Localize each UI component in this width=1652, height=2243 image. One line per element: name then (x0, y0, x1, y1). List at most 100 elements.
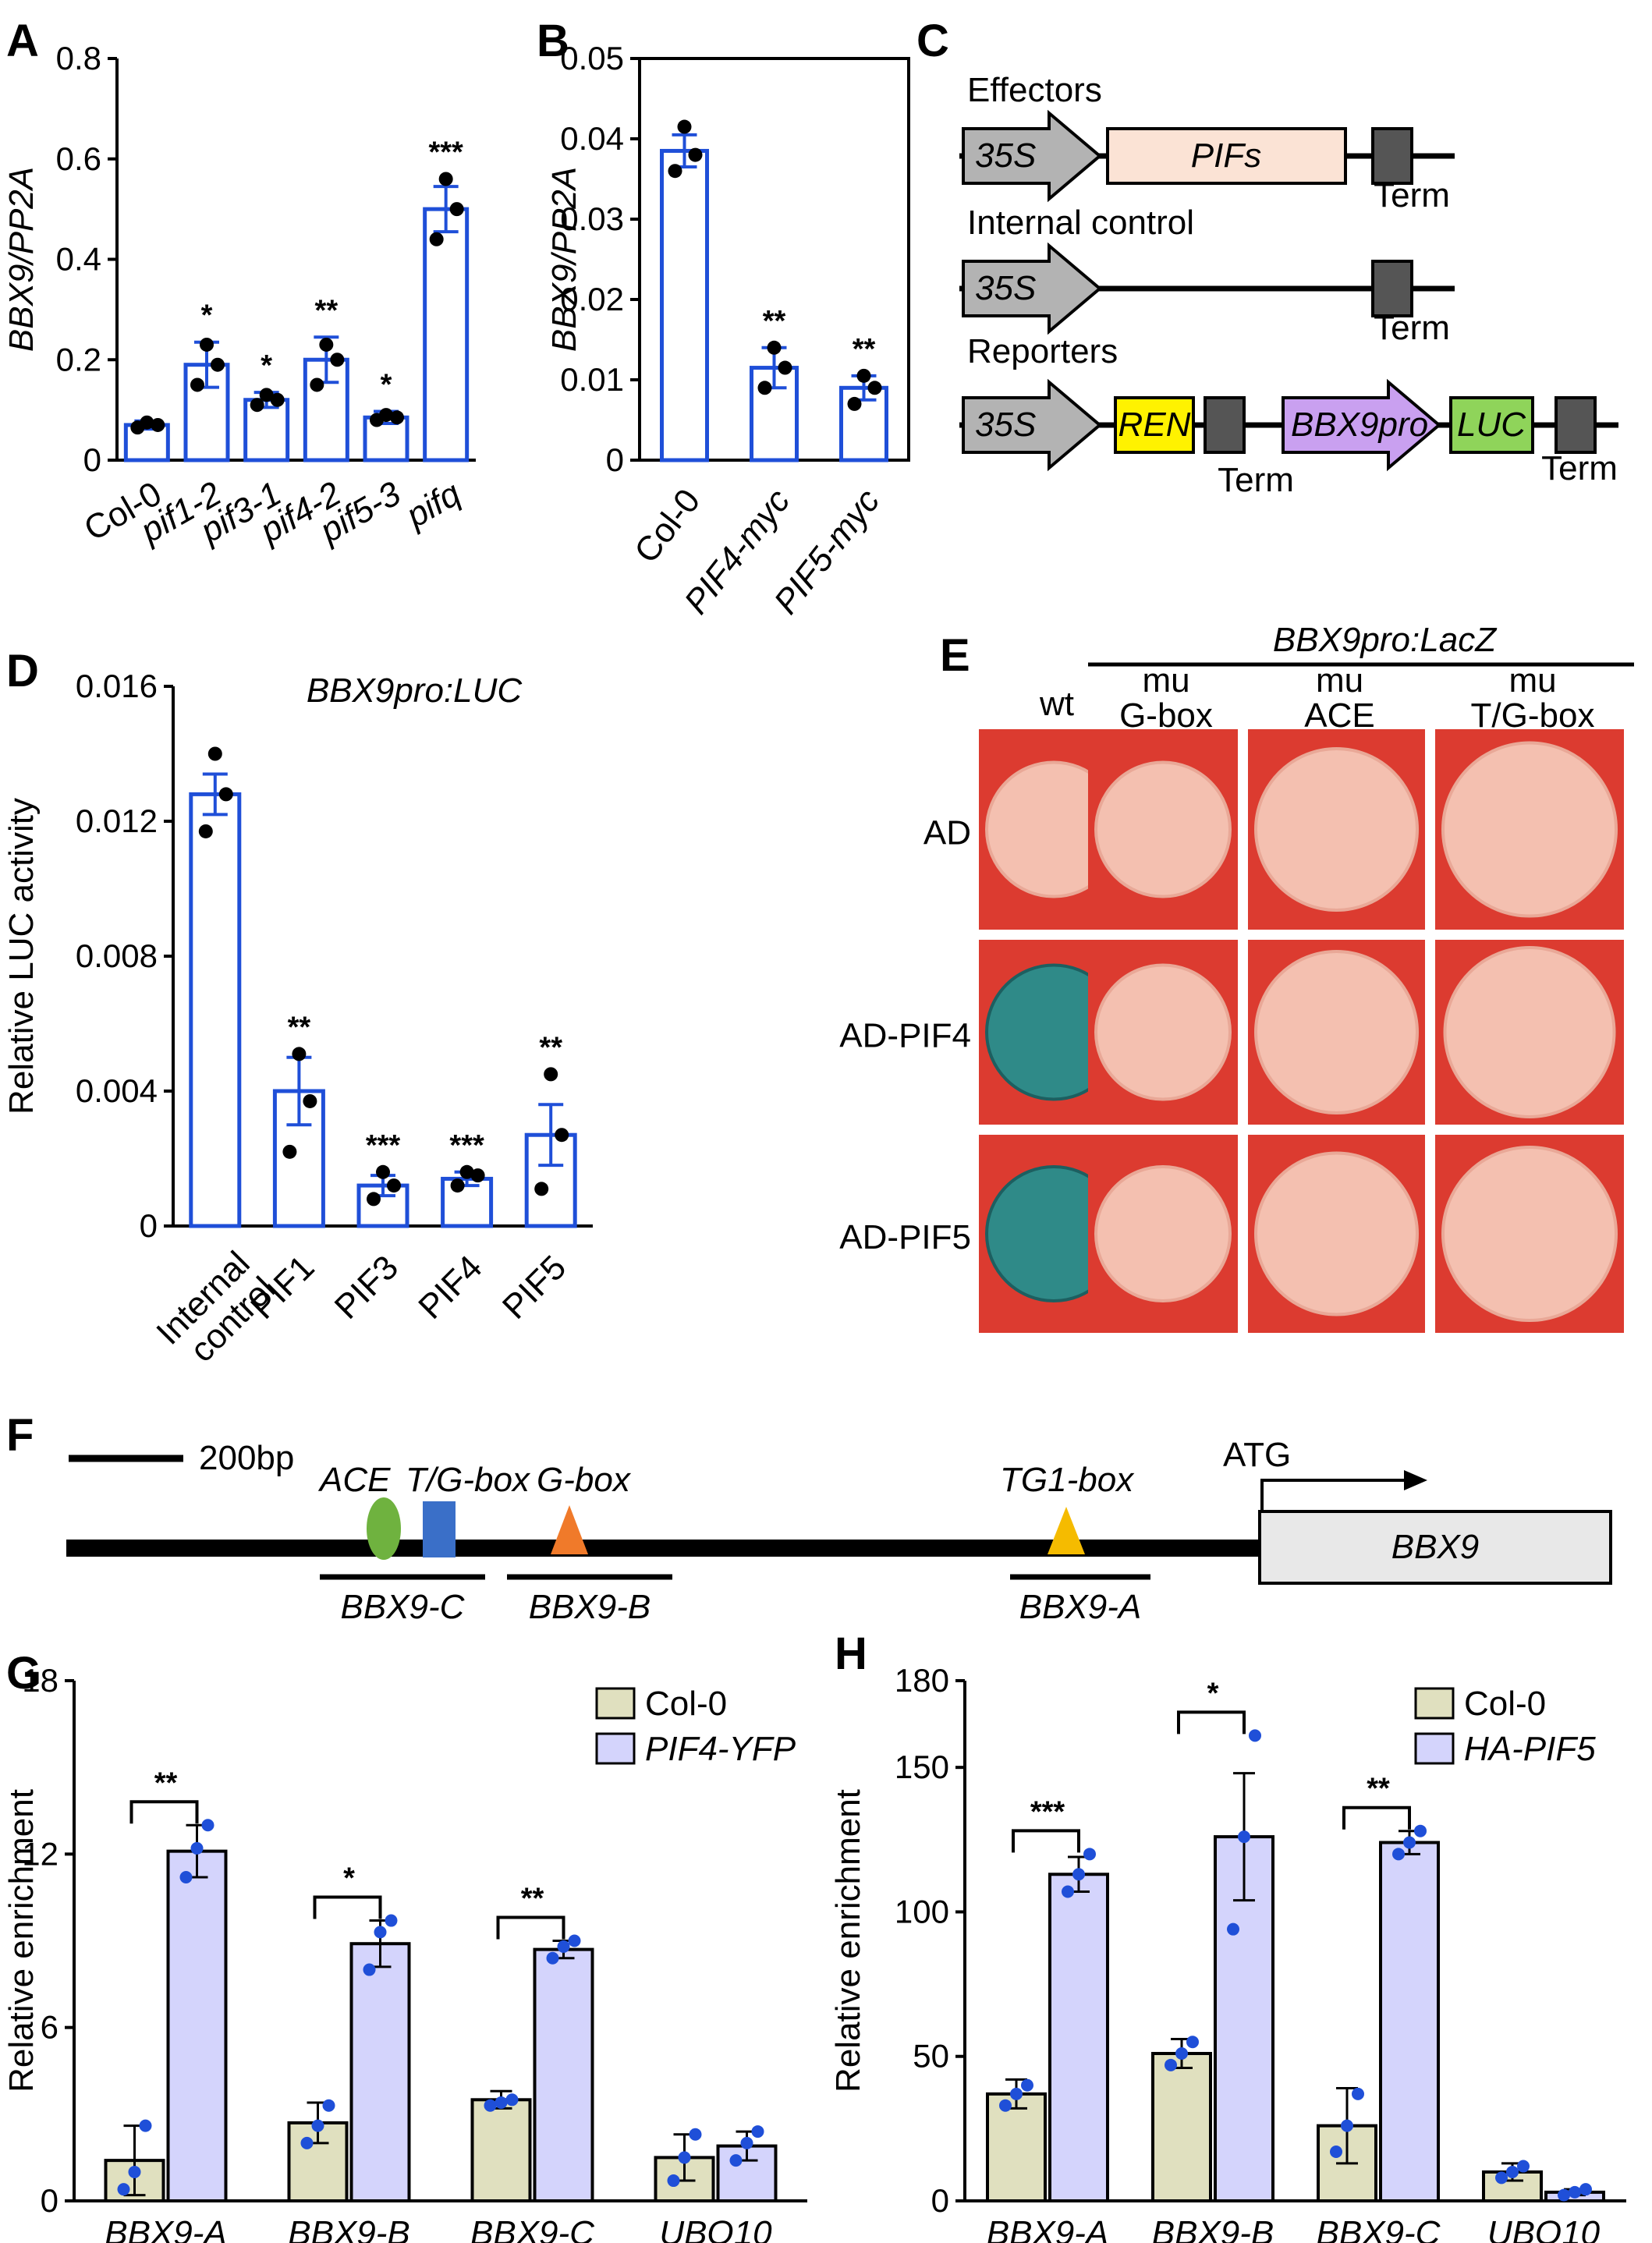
data-point (1558, 2188, 1570, 2202)
significance-bracket (313, 1895, 382, 1919)
significance-mark: *** (449, 1129, 484, 1162)
colony (1094, 963, 1232, 1101)
data-point (668, 164, 682, 179)
y-tick-label: 0.016 (76, 668, 158, 704)
data-point (429, 232, 444, 246)
luc-box (1449, 396, 1534, 454)
bbx9-gene-label: BBX9 (1391, 1528, 1480, 1566)
term-box (1371, 127, 1413, 185)
data-point (1083, 1848, 1096, 1861)
y-tick-label: 0.004 (76, 1072, 158, 1109)
data-point (740, 2136, 753, 2149)
gbox-label: G-box (537, 1461, 632, 1499)
tg1box-label: TG1-box (1000, 1461, 1135, 1499)
data-point (250, 398, 264, 413)
row-label: AD (923, 814, 971, 852)
term-label: Term (1541, 449, 1618, 487)
category-label: pifq (399, 474, 467, 536)
data-point (557, 1940, 570, 1953)
data-point (1352, 2087, 1364, 2100)
data-point (1330, 2146, 1342, 2159)
category-label: PIF4 (411, 1248, 489, 1326)
chart-b: 00.010.020.030.040.05BBX9/PP2ACol-0**PIF… (545, 40, 910, 621)
term-box (1555, 396, 1597, 454)
legend-swatch (1414, 1732, 1455, 1765)
data-point (1186, 2036, 1199, 2049)
data-point (450, 1178, 465, 1193)
significance-mark: ** (539, 1031, 562, 1064)
y-tick-label: 150 (895, 1749, 949, 1785)
significance-mark: *** (428, 136, 463, 169)
data-point (139, 2119, 152, 2132)
chart-title: BBX9pro:LUC (307, 671, 523, 710)
bar (1151, 2052, 1212, 2202)
significance-mark: ** (315, 294, 339, 327)
y-tick-label: 0.012 (76, 803, 158, 839)
category-label: Col-0 (627, 482, 707, 570)
y-tick-label: 0.04 (560, 120, 624, 157)
y-tick-label: 18 (22, 1662, 58, 1699)
row-label: AD-PIF4 (839, 1017, 971, 1055)
data-point (856, 368, 871, 383)
gbox-element (551, 1505, 588, 1554)
significance-mark: ** (1367, 1773, 1390, 1805)
data-point (1392, 1848, 1405, 1861)
data-point (379, 408, 393, 423)
y-tick-label: 0 (140, 1207, 158, 1244)
data-point (757, 381, 772, 395)
data-point (300, 2136, 314, 2149)
data-point (117, 2183, 130, 2196)
significance-bracket (1177, 1710, 1246, 1735)
data-point (1010, 2087, 1023, 2100)
promoter-label: 35S (975, 136, 1036, 175)
column-header: G-box (1119, 696, 1213, 735)
panel-label-h: H (835, 1628, 867, 1679)
significance-mark: ** (521, 1883, 544, 1915)
bbx9pro-label: BBX9pro (1291, 406, 1428, 444)
y-axis-label: BBX9/PP2A (545, 167, 583, 352)
internal-control-label: Internal control (967, 204, 1194, 242)
data-point (140, 415, 154, 430)
y-tick-label: 0.6 (56, 140, 101, 177)
term-box (1204, 396, 1246, 454)
y-axis-label: Relative enrichment (829, 1789, 867, 2092)
bar (423, 207, 470, 462)
column-header: ACE (1304, 696, 1374, 735)
data-point (270, 392, 285, 407)
promoter-map: 200bp BBX9 ATG ACE T/G-box G-box TG1-box… (66, 1436, 1612, 1626)
panel-label-d: D (6, 646, 39, 696)
significance-mark: * (343, 1862, 355, 1895)
legend-swatch (595, 1732, 636, 1765)
ren-label: REN (1118, 406, 1191, 444)
data-point (667, 2174, 680, 2188)
data-point (374, 1926, 387, 1939)
legend-label: HA-PIF5 (1464, 1730, 1596, 1768)
data-point (1569, 2185, 1581, 2199)
ace-element (367, 1497, 401, 1560)
column-header-line1: mu (1508, 661, 1556, 700)
legend-swatch (1414, 1687, 1455, 1720)
panel-label-f: F (6, 1410, 34, 1461)
bar (986, 2092, 1047, 2203)
ren-box (1114, 396, 1195, 454)
data-point (867, 381, 882, 395)
data-point (292, 1047, 307, 1061)
legend-label: PIF4-YFP (645, 1730, 796, 1768)
data-point (1341, 2119, 1353, 2132)
data-point (190, 1841, 204, 1855)
data-point (198, 824, 213, 838)
significance-mark: ** (853, 333, 876, 366)
data-point (1021, 2078, 1033, 2092)
data-point (259, 388, 274, 402)
y-tick-label: 0 (931, 2182, 949, 2219)
colony (1441, 741, 1618, 918)
pifs-label: PIFs (1191, 136, 1261, 175)
category-label: PIF5 (495, 1248, 573, 1326)
data-point (1238, 1830, 1250, 1844)
bar (533, 1947, 594, 2203)
y-axis-label: BBX9/PP2A (2, 167, 41, 352)
row-label: AD-PIF5 (839, 1218, 971, 1256)
category-label: BBX9-B (288, 2214, 410, 2243)
significance-mark: * (201, 299, 213, 332)
